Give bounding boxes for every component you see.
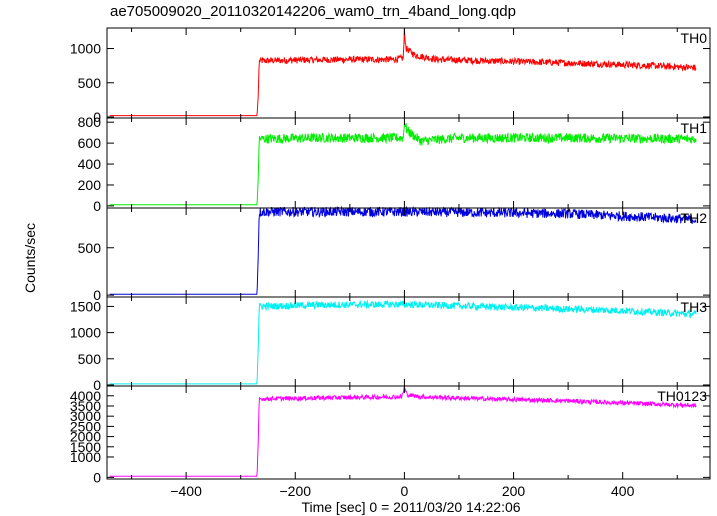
y-tick-label-th1: 400: [78, 156, 102, 172]
panel-frame-th0: [106, 27, 711, 119]
panel-label-th1: TH1: [681, 120, 708, 136]
y-axis-label: Counts/sec: [22, 222, 38, 294]
y-tick-label-th1: 0: [93, 198, 101, 214]
x-tick-label: 0: [401, 483, 409, 499]
series-line-th0: [109, 28, 697, 117]
y-tick-label-th1: 800: [78, 114, 102, 130]
y-tick-label-th1: 600: [78, 135, 102, 151]
panel-label-th0: TH0: [681, 30, 708, 46]
y-tick-label-th3: 1000: [70, 325, 101, 341]
series-line-th3: [109, 299, 697, 385]
y-tick-label-th0123: 1500: [70, 439, 101, 455]
panel-label-th2: TH2: [681, 210, 708, 226]
y-tick-label-th0123: 2000: [70, 429, 101, 445]
x-tick-label: −200: [279, 483, 311, 499]
y-tick-label-th0123: 3000: [70, 408, 101, 424]
series-line-th1: [109, 122, 697, 206]
x-tick-label: 200: [502, 483, 526, 499]
panel-frame-th2: [106, 207, 711, 298]
y-tick-label-th0: 0: [93, 109, 101, 125]
panel-frame-th0123: [106, 385, 711, 480]
y-tick-label-th0: 500: [78, 75, 102, 91]
y-tick-label-th2: 0: [93, 287, 101, 303]
y-tick-label-th0: 1000: [70, 41, 101, 57]
panel-label-th0123: TH0123: [657, 388, 707, 404]
y-tick-label-th0123: 0: [93, 469, 101, 485]
x-tick-label: 400: [611, 483, 635, 499]
series-line-th0123: [109, 386, 697, 477]
series-line-th2: [109, 205, 697, 295]
y-tick-label-th3: 0: [93, 377, 101, 393]
y-tick-label-th1: 200: [78, 177, 102, 193]
y-tick-label-th0123: 4000: [70, 388, 101, 404]
y-tick-label-th0123: 2500: [70, 418, 101, 434]
y-tick-label-th3: 1500: [70, 298, 101, 314]
x-axis-label: Time [sec] 0 = 2011/03/20 14:22:06: [301, 499, 521, 515]
y-tick-label-th0123: 1000: [70, 449, 101, 465]
y-tick-label-th2: 500: [78, 240, 102, 256]
x-tick-label: −400: [170, 483, 202, 499]
y-tick-label-th0123: 3500: [70, 398, 101, 414]
panel-frame-th3: [106, 296, 711, 387]
chart-title: ae705009020_20110320142206_wam0_trn_4ban…: [110, 3, 516, 20]
y-tick-label-th3: 500: [78, 351, 102, 367]
panel-label-th3: TH3: [681, 299, 708, 315]
